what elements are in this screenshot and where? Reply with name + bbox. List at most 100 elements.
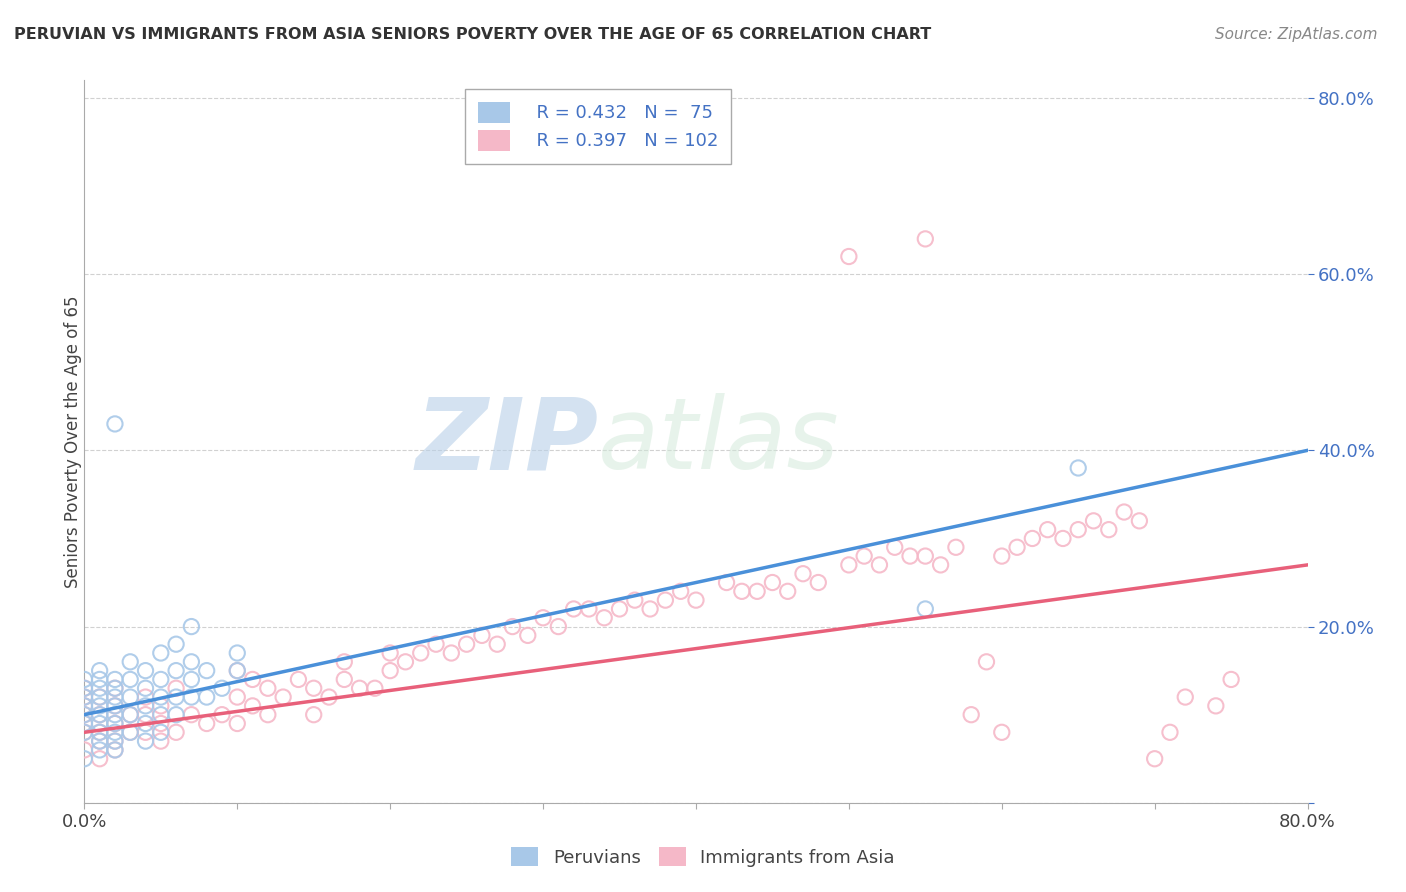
Point	[135, 681, 157, 696]
Point	[89, 690, 111, 704]
Point	[195, 690, 218, 704]
Point	[120, 707, 142, 722]
Point	[380, 664, 402, 678]
Point	[945, 541, 967, 555]
Point	[638, 602, 661, 616]
Point	[104, 734, 127, 748]
Point	[165, 690, 187, 704]
Point	[853, 549, 876, 563]
Point	[149, 698, 172, 713]
Point	[1067, 461, 1090, 475]
Point	[1143, 752, 1166, 766]
Point	[104, 725, 127, 739]
Point	[242, 698, 264, 713]
Point	[89, 734, 111, 748]
Point	[104, 716, 127, 731]
Point	[333, 673, 356, 687]
Point	[838, 558, 860, 572]
Point	[669, 584, 692, 599]
Point	[104, 716, 127, 731]
Point	[578, 602, 600, 616]
Point	[380, 646, 402, 660]
Point	[73, 725, 96, 739]
Point	[409, 646, 432, 660]
Point	[135, 690, 157, 704]
Point	[120, 725, 142, 739]
Point	[165, 664, 187, 678]
Point	[73, 707, 96, 722]
Point	[120, 725, 142, 739]
Point	[73, 690, 96, 704]
Point	[165, 637, 187, 651]
Point	[104, 743, 127, 757]
Point	[914, 232, 936, 246]
Point	[547, 619, 569, 633]
Point	[180, 619, 202, 633]
Point	[89, 698, 111, 713]
Point	[89, 743, 111, 757]
Point	[104, 698, 127, 713]
Point	[149, 716, 172, 731]
Point	[180, 655, 202, 669]
Point	[624, 593, 647, 607]
Point	[976, 655, 998, 669]
Point	[73, 752, 96, 766]
Point	[180, 707, 202, 722]
Point	[89, 725, 111, 739]
Point	[120, 690, 142, 704]
Point	[1159, 725, 1181, 739]
Point	[257, 681, 280, 696]
Point	[73, 673, 96, 687]
Point	[1052, 532, 1074, 546]
Legend: Peruvians, Immigrants from Asia: Peruvians, Immigrants from Asia	[503, 840, 903, 874]
Point	[1114, 505, 1136, 519]
Point	[104, 673, 127, 687]
Point	[440, 646, 463, 660]
Point	[991, 549, 1014, 563]
Point	[120, 707, 142, 722]
Point	[593, 611, 616, 625]
Point	[747, 584, 769, 599]
Point	[531, 611, 554, 625]
Point	[960, 707, 983, 722]
Point	[89, 734, 111, 748]
Point	[1098, 523, 1121, 537]
Point	[149, 690, 172, 704]
Point	[135, 698, 157, 713]
Point	[89, 690, 111, 704]
Point	[211, 681, 233, 696]
Point	[271, 690, 294, 704]
Point	[104, 707, 127, 722]
Point	[73, 698, 96, 713]
Point	[89, 681, 111, 696]
Point	[394, 655, 416, 669]
Point	[73, 725, 96, 739]
Point	[135, 716, 157, 731]
Point	[120, 673, 142, 687]
Point	[73, 681, 96, 696]
Point	[165, 725, 187, 739]
Point	[104, 698, 127, 713]
Point	[149, 673, 172, 687]
Point	[89, 673, 111, 687]
Point	[149, 734, 172, 748]
Point	[1083, 514, 1105, 528]
Point	[302, 707, 325, 722]
Point	[516, 628, 538, 642]
Point	[226, 646, 249, 660]
Point	[609, 602, 631, 616]
Point	[73, 707, 96, 722]
Point	[89, 716, 111, 731]
Point	[149, 646, 172, 660]
Point	[869, 558, 891, 572]
Point	[73, 716, 96, 731]
Point	[364, 681, 387, 696]
Point	[929, 558, 952, 572]
Point	[1205, 698, 1227, 713]
Point	[991, 725, 1014, 739]
Point	[287, 673, 309, 687]
Point	[165, 681, 187, 696]
Point	[104, 743, 127, 757]
Point	[1067, 523, 1090, 537]
Point	[180, 690, 202, 704]
